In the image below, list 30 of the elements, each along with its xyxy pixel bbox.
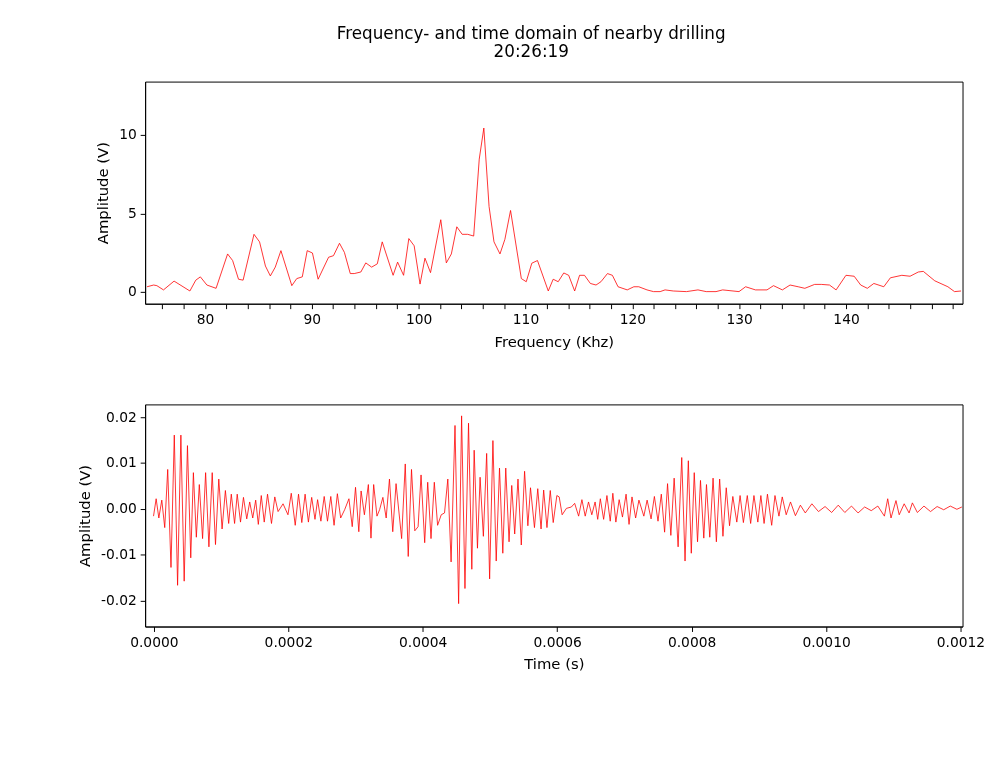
x-tick-label: 0.0000 <box>130 633 179 650</box>
y-tick-label: 0.01 <box>105 454 137 471</box>
chart-subtitle: 20:26:19 <box>493 41 569 62</box>
x-tick-label: 0.0012 <box>936 633 986 650</box>
y-axis-title: Amplitude (V) <box>94 142 112 245</box>
y-tick-label: 0.00 <box>105 500 137 517</box>
y-tick-label: -0.02 <box>100 591 137 608</box>
x-axis-title: Frequency (Khz) <box>494 332 615 350</box>
x-tick-label: 0.0010 <box>802 633 851 650</box>
y-tick-label: 0.02 <box>105 408 137 425</box>
x-tick-label: 0.0004 <box>399 633 448 650</box>
x-tick-label: 0.0008 <box>667 633 717 650</box>
x-tick-label: 120 <box>619 310 647 327</box>
x-tick-label: 0.0006 <box>533 633 582 650</box>
y-tick-label: 0 <box>127 283 137 300</box>
x-tick-label: 0.0002 <box>264 633 313 650</box>
x-tick-label: 110 <box>512 310 540 327</box>
x-tick-label: 130 <box>726 310 753 327</box>
y-axis-title: Amplitude (V) <box>76 464 94 568</box>
x-tick-label: 100 <box>405 310 433 327</box>
x-tick-label: 80 <box>196 310 215 327</box>
y-tick-label: -0.01 <box>100 546 137 563</box>
line-series <box>146 127 962 293</box>
y-tick-label: 10 <box>119 126 137 143</box>
x-tick-label: 90 <box>303 310 322 327</box>
y-tick-label: 5 <box>127 204 137 221</box>
line-series <box>153 415 963 605</box>
x-tick-label: 140 <box>833 310 860 327</box>
x-axis-title: Time (s) <box>523 655 585 673</box>
chart-title: Frequency- and time domain of nearby drilling <box>336 22 726 43</box>
